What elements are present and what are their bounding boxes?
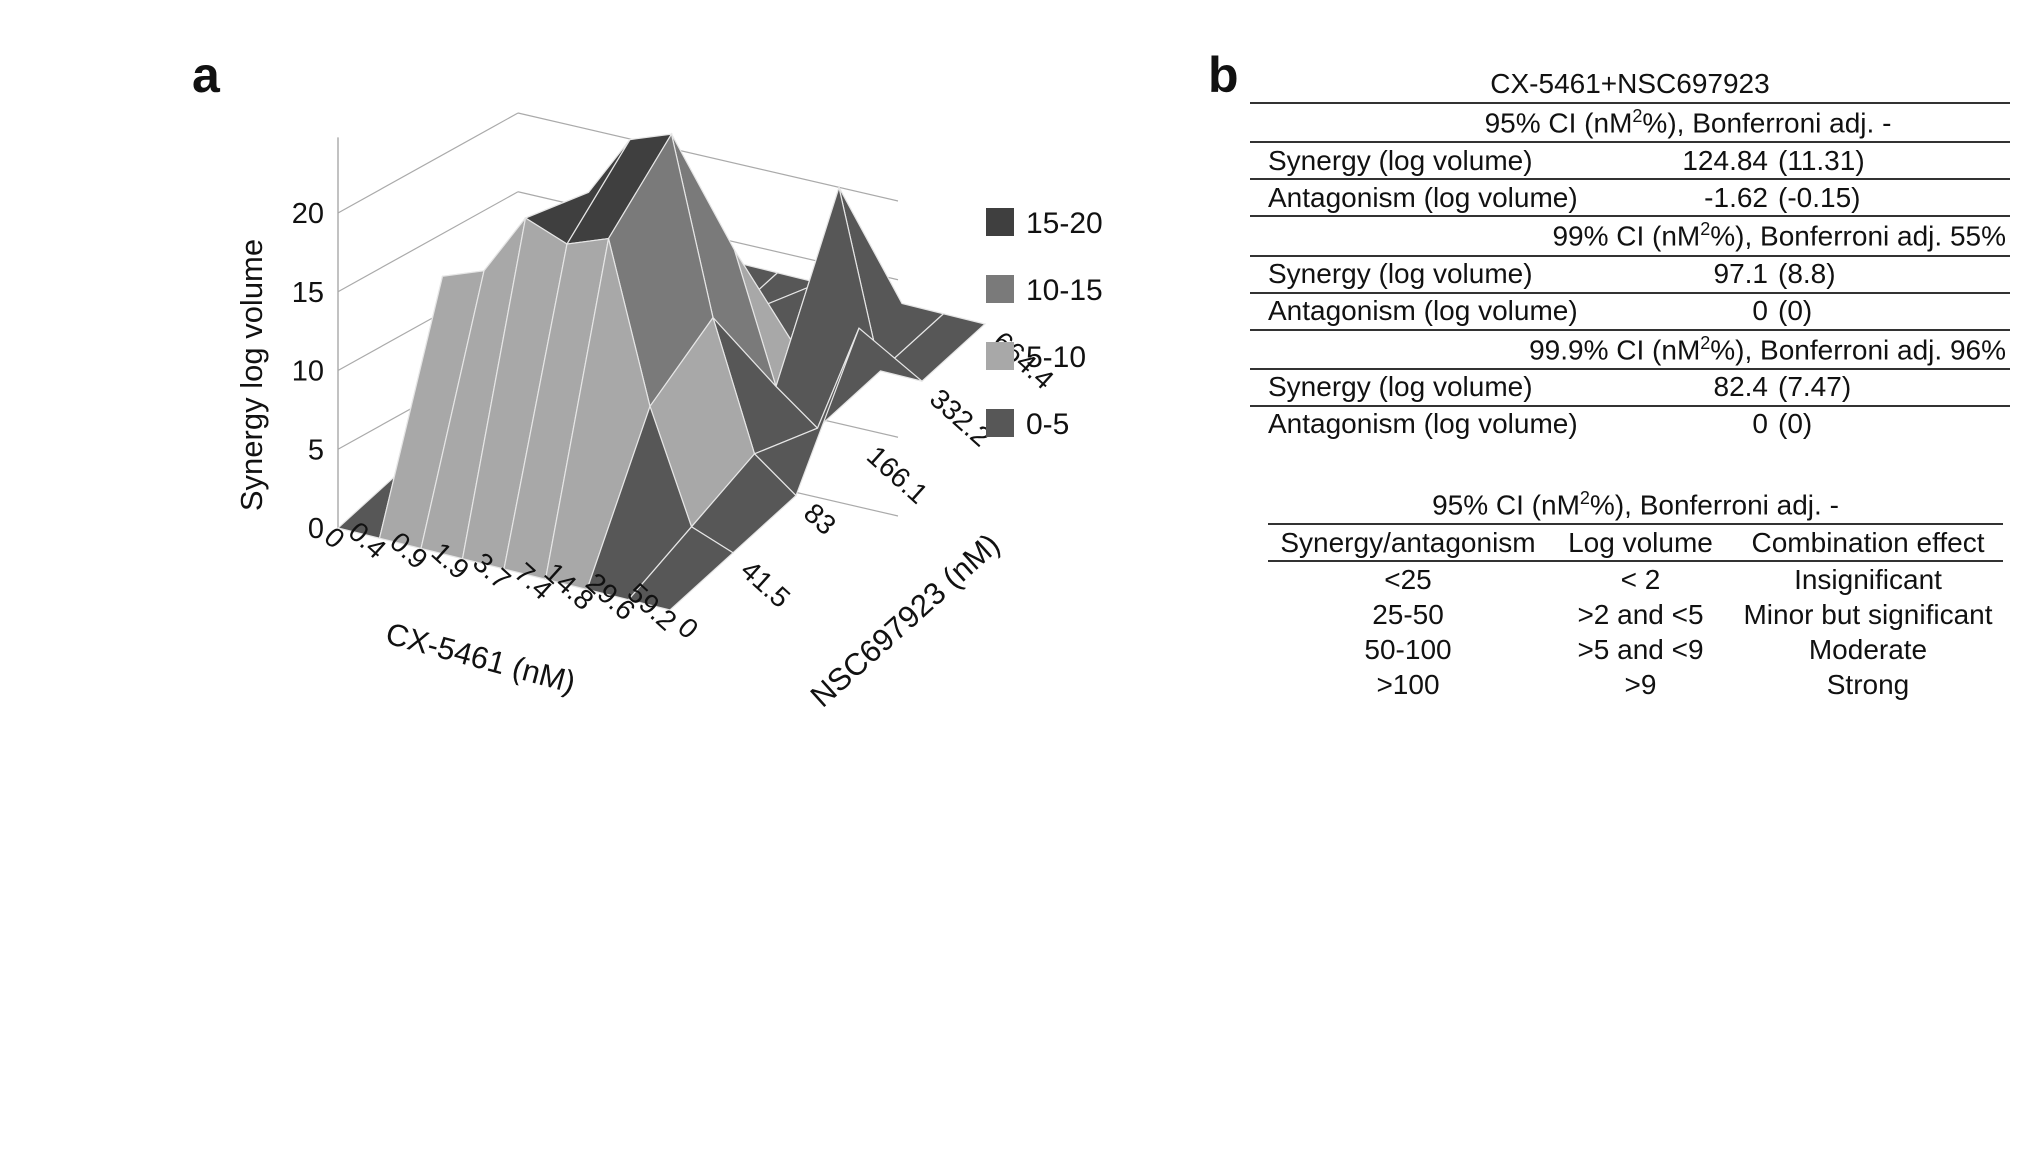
panel-a-label: a — [192, 47, 220, 103]
stats-section-header: 99% CI (nM2%), Bonferroni adj. 55% — [1250, 217, 2010, 257]
chart-legend: 15-20 10-15 5-10 0-5 — [986, 207, 1103, 441]
gridline — [337, 112, 519, 214]
stats-row-label: Synergy (log volume) — [1268, 371, 1533, 403]
stats-row: Antagonism (log volume) 0 (0) — [1250, 294, 2010, 331]
stats-row-ci: (7.47) — [1778, 371, 1852, 403]
stats-row-ci: (8.8) — [1778, 258, 1836, 290]
interpretation-row: 25-50 >2 and <5 Minor but significant — [1268, 597, 2003, 632]
legend-swatch — [986, 342, 1014, 370]
stats-row-label: Synergy (log volume) — [1268, 258, 1533, 290]
stats-row: Synergy (log volume) 124.84 (11.31) — [1250, 143, 2010, 181]
synergy-surface — [336, 132, 987, 611]
stats-row-label: Synergy (log volume) — [1268, 144, 1533, 176]
stats-row: Antagonism (log volume) 0 (0) — [1250, 407, 2010, 442]
section-header-pre: 99% CI (nM — [1552, 220, 1701, 252]
legend-swatch — [986, 208, 1014, 236]
section-header-sup: 2 — [1632, 106, 1643, 126]
interpretation-header-row: Synergy/antagonism Log volume Combinatio… — [1268, 525, 2003, 563]
stats-row-label: Antagonism (log volume) — [1268, 295, 1578, 327]
z-tick-label: 20 — [292, 198, 324, 230]
cell-effect: Minor but significant — [1743, 598, 1993, 630]
stats-section-header: 99.9% CI (nM2%), Bonferroni adj. 96% — [1250, 331, 2010, 370]
z-tick-label: 5 — [308, 434, 324, 466]
stats-row-value: 82.4 — [1713, 371, 1769, 403]
stats-row: Synergy (log volume) 82.4 (7.47) — [1250, 370, 2010, 407]
interpretation-table: 95% CI (nM2%), Bonferroni adj. - Synergy… — [1268, 486, 2003, 702]
cell-synergy: <25 — [1384, 563, 1432, 595]
stats-row-ci: (0) — [1778, 408, 1813, 440]
surface-cell — [627, 526, 734, 611]
y-tick-label: 332.2 — [924, 383, 997, 453]
cell-effect: Strong — [1826, 668, 1910, 700]
section-header-sup: 2 — [1700, 332, 1711, 353]
y-tick-label: 166.1 — [861, 440, 934, 510]
section-header-pre: 99.9% CI (nM — [1529, 333, 1701, 365]
cell-log-volume: < 2 — [1620, 563, 1661, 595]
stats-row-ci: (-0.15) — [1778, 181, 1861, 213]
legend-swatch — [986, 409, 1014, 437]
z-tick-label: 15 — [292, 277, 324, 309]
cell-synergy: >100 — [1376, 668, 1440, 700]
cell-log-volume: >5 and <9 — [1577, 633, 1704, 665]
stats-row-value: 0 — [1752, 408, 1768, 440]
cell-log-volume: >2 and <5 — [1577, 598, 1704, 630]
stats-section-header: 95% CI (nM2%), Bonferroni adj. - — [1250, 104, 2010, 144]
interpretation-row: >100 >9 Strong — [1268, 667, 2003, 702]
stats-row: Synergy (log volume) 97.1 (8.8) — [1250, 257, 2010, 294]
cell-effect: Moderate — [1808, 633, 1928, 665]
interpretation-title-post: %), Bonferroni adj. - — [1589, 489, 1839, 521]
interpretation-title-pre: 95% CI (nM — [1432, 489, 1580, 521]
panel-b-label: b — [1208, 47, 1239, 103]
cell-synergy: 25-50 — [1372, 598, 1444, 630]
stats-row-value: 0 — [1752, 295, 1768, 327]
gridline — [517, 112, 899, 202]
interpretation-row: <25 < 2 Insignificant — [1268, 562, 2003, 597]
gridline — [337, 191, 519, 293]
legend-label: 15-20 — [1026, 207, 1103, 240]
stats-row-label: Antagonism (log volume) — [1268, 181, 1578, 213]
interpretation-title-sup: 2 — [1579, 488, 1590, 508]
x-axis-label: CX-5461 (nM) — [382, 616, 579, 700]
section-header-sup: 2 — [1700, 219, 1711, 240]
y-axis-label: NSC697923 (nM) — [804, 526, 1007, 713]
legend-swatch — [986, 275, 1014, 303]
y-tick-label: 41.5 — [735, 554, 796, 614]
legend-label: 10-15 — [1026, 274, 1103, 307]
legend-label: 0-5 — [1026, 408, 1069, 441]
stats-row: Antagonism (log volume) -1.62 (-0.15) — [1250, 180, 2010, 218]
section-header-post: %), Bonferroni adj. 96% — [1710, 333, 2006, 365]
synergy-stats-table: CX-5461+NSC697923 95% CI (nM2%), Bonferr… — [1250, 66, 2010, 442]
col-header-effect: Combination effect — [1751, 526, 1985, 558]
interpretation-row: 50-100 >5 and <9 Moderate — [1268, 632, 2003, 667]
synergy-surface-chart: 0510152000.40.91.93.77.414.829.659.2041.… — [234, 112, 1103, 714]
legend-label: 5-10 — [1026, 341, 1086, 374]
stats-row-label: Antagonism (log volume) — [1268, 408, 1578, 440]
cell-effect: Insignificant — [1794, 563, 1942, 595]
stats-row-value: -1.62 — [1704, 181, 1768, 213]
interpretation-rows: <25 < 2 Insignificant 25-50 >2 and <5 Minor b… — [1268, 562, 2003, 702]
section-header-post: %), Bonferroni adj. - — [1642, 107, 1892, 139]
z-axis-label: Synergy log volume — [234, 239, 269, 511]
stats-title: CX-5461+NSC697923 — [1250, 66, 2010, 104]
stats-sections: 95% CI (nM2%), Bonferroni adj. - Synergy … — [1250, 104, 2010, 442]
z-tick-label: 10 — [292, 356, 324, 388]
cell-synergy: 50-100 — [1364, 633, 1452, 665]
cell-log-volume: >9 — [1624, 668, 1657, 700]
section-header-pre: 95% CI (nM — [1484, 107, 1633, 139]
stats-row-ci: (11.31) — [1778, 144, 1865, 176]
stats-row-ci: (0) — [1778, 295, 1813, 327]
col-header-log-volume: Log volume — [1568, 526, 1713, 558]
y-tick-label: 83 — [798, 497, 842, 541]
section-header-post: %), Bonferroni adj. 55% — [1710, 220, 2006, 252]
stats-row-value: 97.1 — [1713, 258, 1769, 290]
interpretation-title: 95% CI (nM2%), Bonferroni adj. - — [1268, 486, 2003, 526]
stats-row-value: 124.84 — [1682, 144, 1768, 176]
col-header-synergy: Synergy/antagonism — [1280, 526, 1536, 558]
z-tick-label: 0 — [308, 513, 324, 545]
